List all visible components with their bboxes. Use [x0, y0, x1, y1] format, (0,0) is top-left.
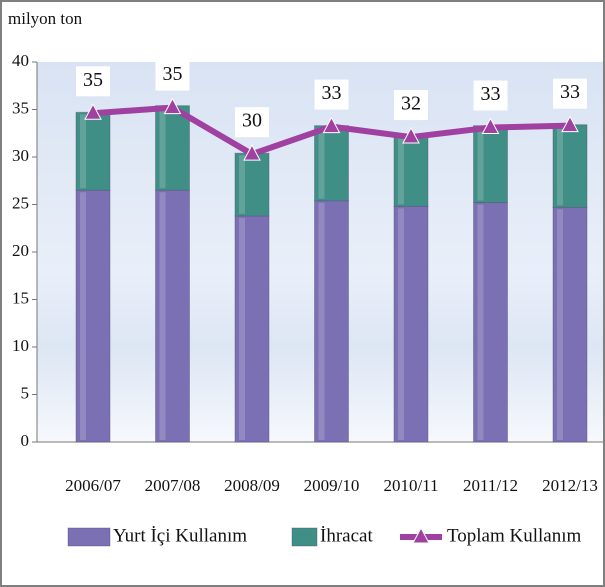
- line-marker: [322, 116, 341, 134]
- bar-segment: [75, 111, 111, 191]
- bar-segment: [314, 200, 349, 443]
- data-label: 30: [242, 110, 262, 132]
- data-label: 35: [163, 63, 183, 85]
- line-marker: [243, 144, 261, 161]
- data-label-box: [155, 60, 190, 91]
- bar-segment: [473, 202, 508, 443]
- data-label-box: [314, 79, 349, 110]
- x-tick-label: 2006/07: [65, 476, 121, 495]
- data-label: 32: [401, 93, 421, 115]
- legend-label: İhracat: [320, 525, 373, 546]
- bar-segment: [393, 205, 429, 443]
- x-tick-label: 2011/12: [463, 476, 518, 495]
- y-tick-label: 25: [12, 193, 29, 212]
- bar-highlight: [398, 208, 404, 440]
- data-label-box: [76, 66, 110, 97]
- bar-highlight: [398, 138, 404, 205]
- bar-segment: [314, 125, 349, 202]
- x-tick-label: 2007/08: [145, 476, 201, 495]
- data-label: 33: [560, 81, 580, 103]
- bar-highlight: [159, 107, 166, 189]
- x-tick-label: 2010/11: [383, 476, 438, 495]
- y-tick-label: 15: [12, 288, 29, 307]
- bar-segment: [393, 135, 429, 207]
- y-tick-label: 20: [12, 241, 29, 260]
- legend-swatch: [291, 527, 318, 547]
- legend-label: Yurt İçi Kullanım: [113, 525, 247, 546]
- bar-segment: [234, 152, 270, 217]
- bar-highlight: [239, 155, 245, 214]
- y-tick-label: 40: [12, 51, 29, 70]
- bar-segment: [552, 206, 588, 443]
- data-label: 35: [83, 69, 103, 91]
- data-label-box: [235, 107, 269, 138]
- bar-highlight: [80, 114, 86, 189]
- y-tick-label: 10: [12, 336, 29, 355]
- legend-marker: [412, 526, 430, 544]
- bar-segment: [75, 189, 111, 443]
- bar-segment: [234, 215, 270, 443]
- legend-label: Toplam Kullanım: [447, 525, 582, 546]
- data-label: 33: [322, 82, 342, 104]
- y-tick-label: 5: [21, 383, 30, 402]
- y-tick-label: 30: [12, 146, 29, 165]
- data-label-box: [473, 80, 508, 111]
- y-tick-label: 35: [12, 98, 29, 117]
- y-axis-label: milyon ton: [8, 9, 83, 28]
- bar-segment: [155, 105, 190, 191]
- x-tick-label: 2009/10: [304, 476, 360, 495]
- bar-highlight: [557, 126, 563, 206]
- data-label: 33: [481, 83, 501, 105]
- bar-highlight: [318, 202, 325, 440]
- line-marker: [402, 126, 420, 144]
- y-tick-label: 0: [21, 431, 30, 450]
- legend-swatch: [67, 527, 111, 547]
- line-marker: [561, 115, 579, 133]
- bar-highlight: [557, 209, 563, 440]
- bar-highlight: [159, 192, 166, 440]
- bar-highlight: [477, 204, 484, 440]
- line-marker: [481, 117, 500, 135]
- bar-highlight: [318, 127, 325, 199]
- bar-highlight: [477, 127, 484, 201]
- line-marker: [163, 97, 182, 115]
- data-label-box: [394, 90, 428, 121]
- bar-segment: [155, 189, 190, 443]
- line-marker: [84, 103, 102, 120]
- bar-highlight: [239, 217, 245, 440]
- x-tick-label: 2008/09: [224, 476, 280, 495]
- bar-highlight: [80, 192, 86, 440]
- x-tick-label: 2012/13: [542, 476, 598, 495]
- data-label-box: [553, 78, 587, 109]
- bar-segment: [552, 124, 588, 208]
- bar-segment: [473, 125, 508, 204]
